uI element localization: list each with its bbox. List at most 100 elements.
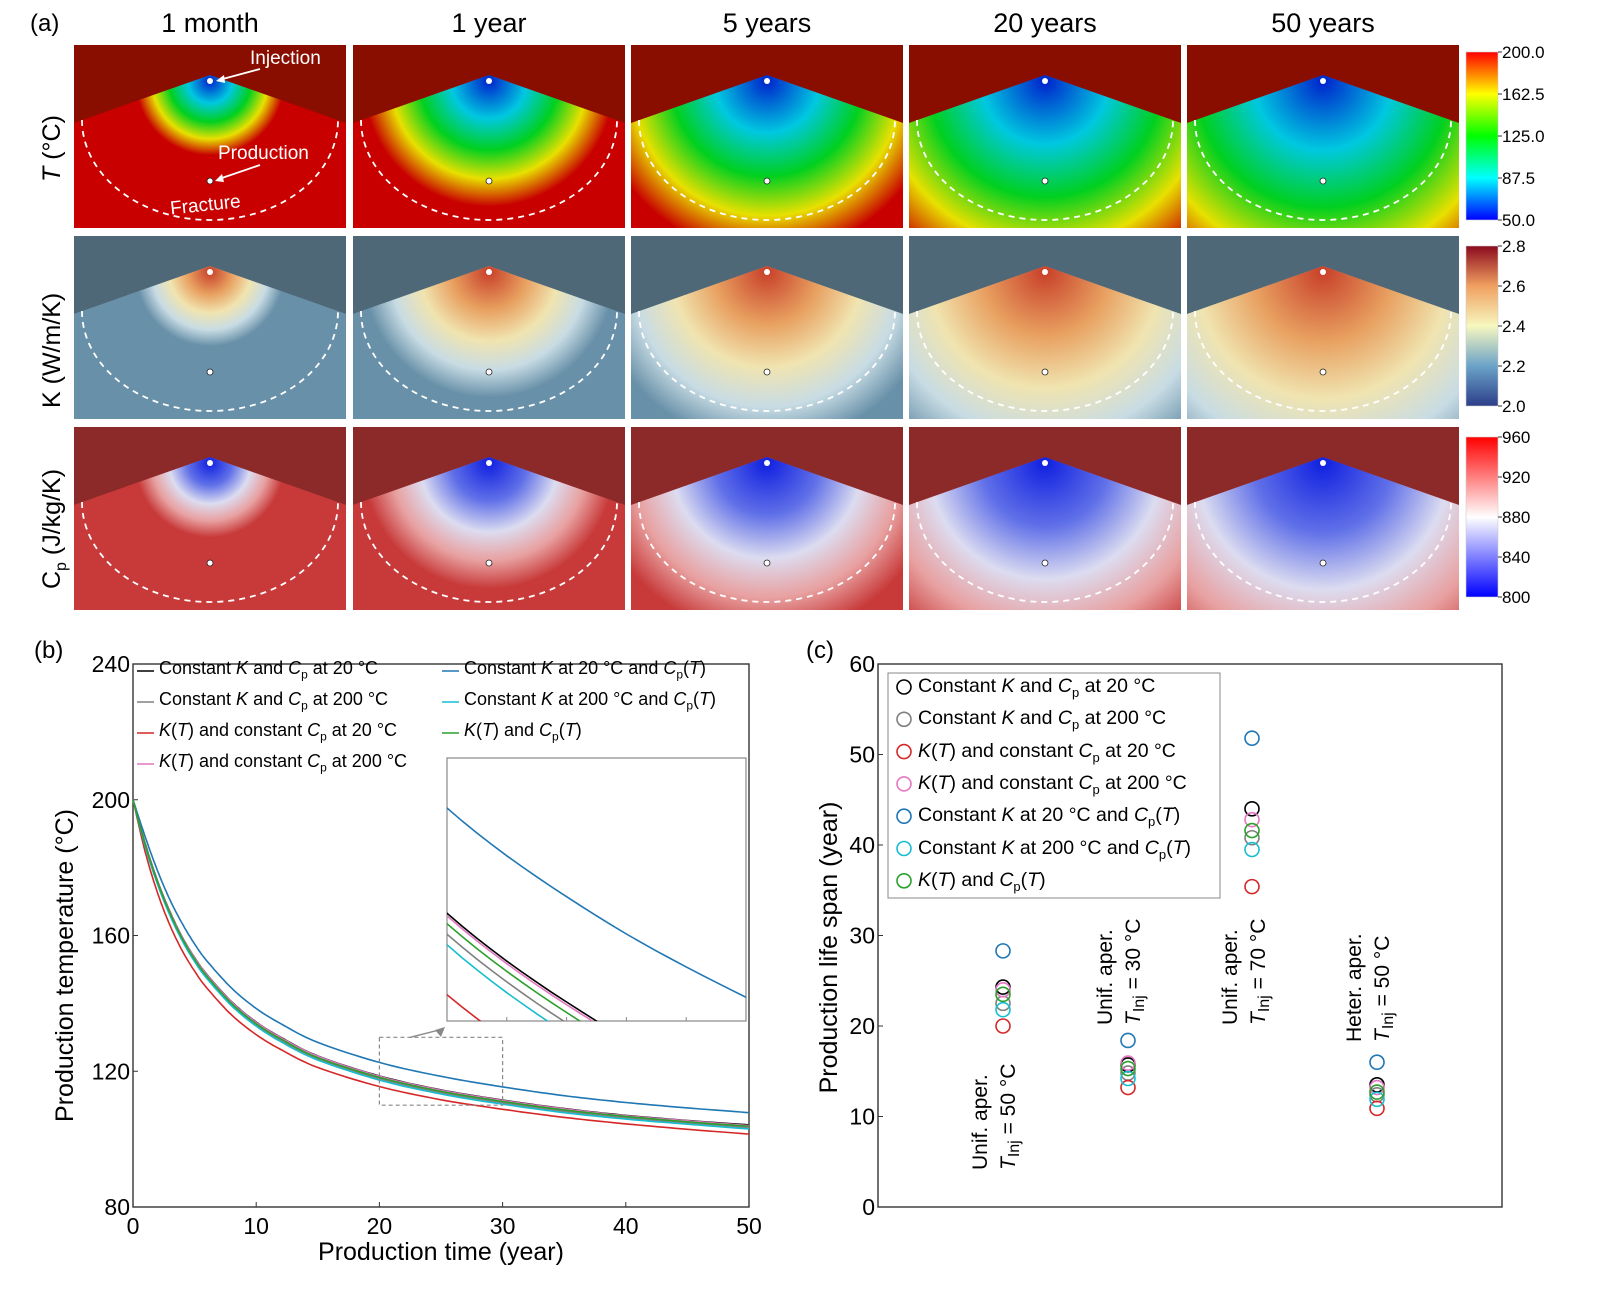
matrix-region	[631, 427, 903, 505]
production-well	[763, 177, 771, 185]
matrix-region	[1187, 236, 1459, 314]
matrix-region	[74, 236, 346, 314]
production-well	[206, 368, 214, 376]
legend-box	[887, 672, 1221, 899]
inset-series-line	[447, 922, 582, 1021]
matrix-region	[631, 45, 903, 123]
matrix-region	[353, 427, 625, 505]
field-map-T-2	[631, 45, 903, 228]
production-well	[485, 368, 493, 376]
legend-marker	[896, 679, 912, 695]
colorbar-tick-label: 2.8	[1502, 240, 1526, 256]
legend-marker	[896, 808, 912, 824]
lifespan-scatter-chart: 0 10 20 30 40 50 60 Production life span (year)…	[815, 651, 1503, 1220]
colorbar-tick-label: 920	[1502, 468, 1530, 487]
panel-b-label: (b)	[34, 637, 64, 664]
colorbar-tick-label: 162.5	[1502, 85, 1545, 104]
row-label: Cp (J/kg/K)	[38, 468, 70, 589]
colorbar-tick-label: 200.0	[1502, 46, 1545, 62]
matrix-region	[1187, 45, 1459, 123]
matrix-region	[74, 45, 346, 123]
field-map-T-4	[1187, 45, 1459, 228]
data-point	[1120, 1060, 1136, 1077]
fracture-outline	[916, 310, 1174, 412]
y-tick-label: 80	[104, 1194, 130, 1220]
legend-entry: K(T) and constant Cp at 200 °C	[918, 772, 1187, 797]
row-label: K (W/m/K)	[38, 292, 66, 408]
injection-well	[486, 269, 492, 275]
injection-well	[1320, 269, 1326, 275]
data-point	[1369, 1100, 1385, 1117]
injection-well	[207, 78, 213, 84]
data-point	[995, 986, 1011, 1003]
fracture-outline	[81, 310, 339, 412]
injection-well	[1042, 269, 1048, 275]
injection-arrow	[218, 68, 261, 81]
fracture-outline	[1194, 310, 1452, 412]
matrix-region	[909, 427, 1181, 505]
legend-entry: K(T) and Cp(T)	[918, 869, 1046, 894]
category-label-line1: Heter. aper.	[1343, 933, 1366, 1042]
data-point	[1120, 1079, 1136, 1096]
injection-annotation: Injection	[250, 48, 321, 69]
legend-entry: Constant K at 200 °C and Cp(T)	[464, 689, 716, 713]
legend-entry: Constant K at 20 °C and Cp(T)	[464, 658, 706, 682]
y-axis-label: Production temperature (°C)	[51, 809, 79, 1122]
injection-well	[486, 460, 492, 466]
colorbar-Cp: 960 920 880 840 800	[1465, 431, 1530, 607]
field-map-T-1	[353, 45, 625, 228]
fracture-outline	[638, 310, 896, 412]
colorbar-gradient	[1465, 51, 1499, 221]
injection-well	[764, 269, 770, 275]
series-line	[132, 799, 750, 1127]
category-label-line1: Unif. aper.	[1219, 929, 1242, 1025]
matrix-region	[909, 236, 1181, 314]
series-line	[132, 799, 750, 1135]
x-tick-label: 30	[490, 1213, 516, 1239]
production-well	[1041, 368, 1049, 376]
y-tick-label: 30	[849, 923, 875, 949]
colorbar-tick-label: 50.0	[1502, 211, 1535, 230]
data-point	[1120, 1055, 1136, 1071]
legend-marker	[896, 711, 912, 728]
field-map-K-4	[1187, 236, 1459, 419]
data-point	[1369, 1084, 1385, 1100]
data-point	[1369, 1091, 1385, 1108]
legend-entry: Constant K at 20 °C and Cp(T)	[918, 804, 1180, 829]
y-tick-label: 0	[862, 1194, 875, 1220]
colorbar-tick-label: 87.5	[1502, 169, 1535, 188]
fracture-outline	[916, 501, 1174, 603]
matrix-region	[631, 236, 903, 314]
series-line	[132, 799, 750, 1130]
production-well	[206, 177, 214, 185]
fracture-outline	[360, 119, 618, 221]
data-point	[995, 1018, 1011, 1034]
fracture-outline	[81, 501, 339, 603]
matrix-region	[1187, 427, 1459, 505]
field-map-K-1	[353, 236, 625, 419]
field-map-T-3	[909, 45, 1181, 228]
legend-entry: Constant K and Cp at 20 °C	[918, 675, 1155, 700]
legend-entry: Constant K and Cp at 20 °C	[159, 658, 378, 682]
colorbar-gradient	[1465, 436, 1499, 598]
y-tick-label: 60	[849, 651, 875, 677]
y-axis-label: Production life span (year)	[815, 802, 843, 1094]
colorbar-gradient	[1465, 245, 1499, 407]
colorbar-tick-label: 2.6	[1502, 277, 1526, 296]
production-well	[763, 559, 771, 567]
fracture-outline	[81, 119, 339, 221]
data-point	[1244, 822, 1260, 839]
y-tick-label: 200	[92, 787, 130, 813]
production-well	[1041, 177, 1049, 185]
arrow-head-icon	[435, 1027, 445, 1037]
x-tick-label: 10	[243, 1213, 269, 1239]
data-point	[1244, 811, 1260, 828]
legend-entry: K(T) and constant Cp at 20 °C	[918, 740, 1176, 765]
panel-c-label: (c)	[806, 637, 834, 664]
colorbar-tick-label: 840	[1502, 548, 1530, 567]
data-point	[995, 981, 1011, 998]
colorbar-tick-label: 2.0	[1502, 397, 1526, 416]
injection-well	[764, 78, 770, 84]
column-title: 50 years	[1271, 8, 1375, 38]
